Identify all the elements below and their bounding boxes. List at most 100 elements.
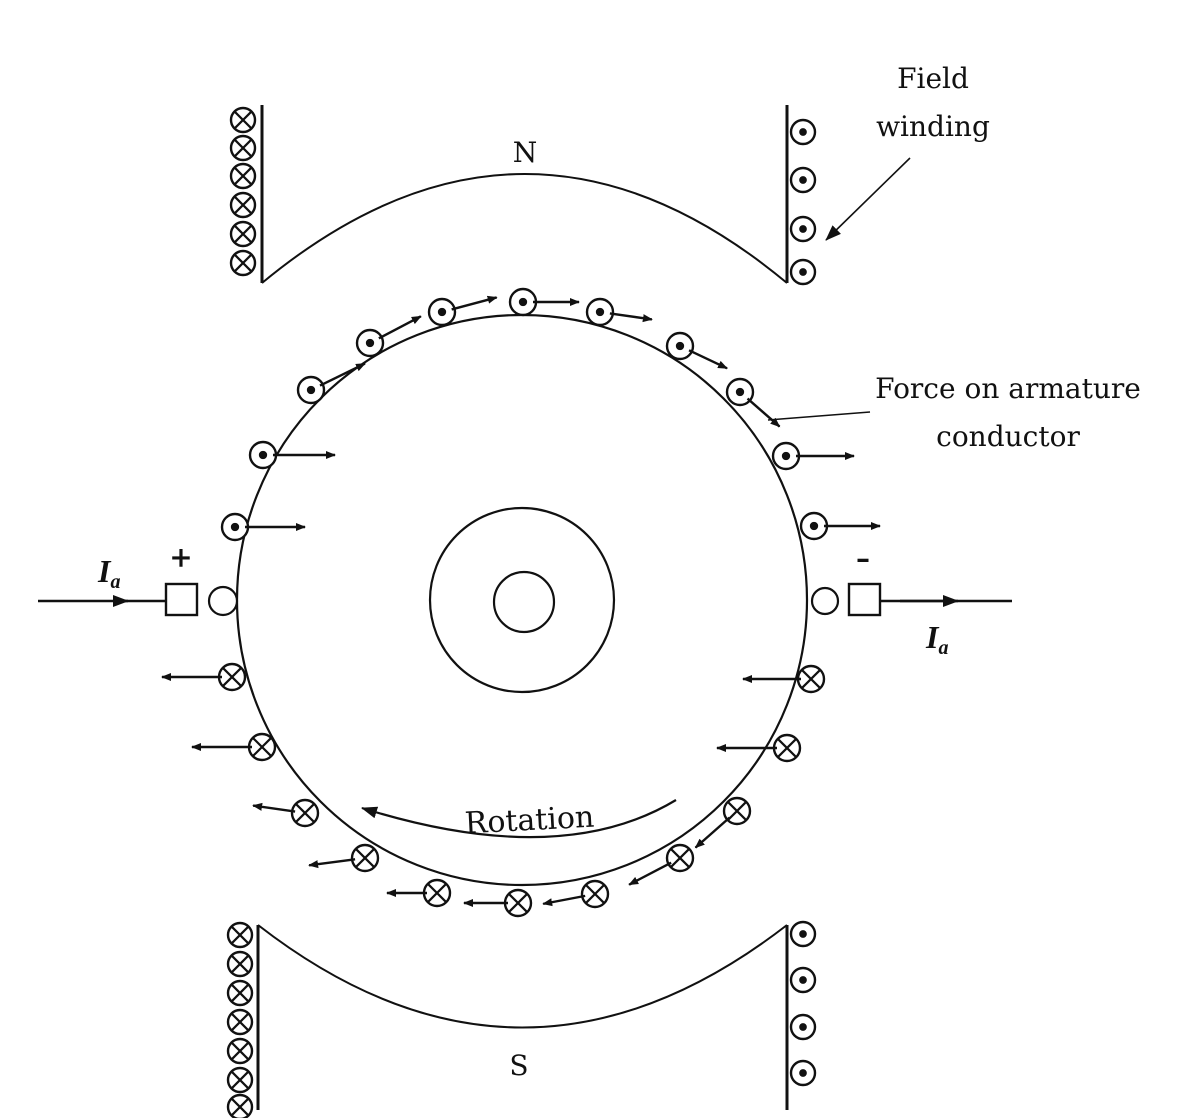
field-winding-dot-column [789, 920, 817, 1087]
force-arrow [451, 295, 498, 311]
positive-brush-sign: + [169, 541, 192, 574]
current-in-symbol [226, 1008, 254, 1036]
field-winding-label-line1: Field [897, 62, 969, 95]
current-in-symbol [503, 888, 533, 918]
force-arrow [688, 349, 728, 370]
current-in-symbol [796, 664, 826, 694]
current-out-symbol [296, 375, 326, 405]
armature-conductor [252, 798, 320, 828]
force-arrow [319, 362, 366, 387]
rotation-arrow [361, 799, 677, 839]
current-in-symbol [229, 191, 257, 219]
current-in-symbol [229, 162, 257, 190]
force-arrow [694, 816, 731, 849]
force-arrow [378, 315, 422, 340]
field-winding-dot-column [789, 118, 817, 286]
current-out-symbol [771, 441, 801, 471]
field-winding-cross-column [229, 106, 257, 277]
current-subscript: a [110, 571, 120, 593]
current-symbol: I [97, 553, 112, 589]
north-pole-piece [260, 105, 789, 284]
current-in-symbol [722, 796, 752, 826]
current-out-symbol [789, 166, 817, 194]
current-out-symbol [799, 511, 829, 541]
armature-conductor [191, 732, 277, 762]
field-winding-label-line2: winding [876, 110, 990, 143]
current-in-symbol [229, 249, 257, 277]
current-subscript: a [938, 637, 948, 659]
armature-conductors [161, 287, 881, 918]
armature-conductor [355, 315, 422, 358]
current-symbol: I [925, 619, 940, 655]
force-arrow [609, 312, 653, 323]
force-arrow [746, 397, 781, 428]
current-in-symbol [226, 979, 254, 1007]
current-in-symbol [226, 1093, 254, 1118]
force-arrow [542, 894, 586, 907]
current-in-symbol [229, 220, 257, 248]
current-out-symbol [665, 331, 695, 361]
armature-conductor [628, 843, 695, 886]
current-out-symbol [220, 512, 250, 542]
current-in-symbol [229, 106, 257, 134]
current-out-symbol [585, 297, 615, 327]
south-pole-label: S [509, 1049, 528, 1082]
positive-brush [164, 582, 239, 617]
current-out-symbol [725, 377, 755, 407]
armature-conductor [585, 297, 653, 327]
armature-conductor [427, 295, 498, 327]
force-label-line2: conductor [936, 420, 1080, 453]
armature-conductor [665, 331, 728, 370]
current-in-symbol [217, 662, 247, 692]
negative-brush-sign: – [856, 542, 870, 575]
current-out-symbol [427, 297, 457, 327]
current-out-symbol [789, 1059, 817, 1087]
armature-conductor [542, 879, 610, 909]
south-pole-piece [256, 924, 789, 1110]
current-out-symbol [789, 966, 817, 994]
current-in-symbol [226, 921, 254, 949]
force-arrow [628, 861, 672, 886]
armature-conductor [771, 441, 855, 471]
current-in-symbol [226, 1066, 254, 1094]
current-in-symbol [247, 732, 277, 762]
armature-conductor [463, 888, 533, 918]
current-out-symbol [789, 920, 817, 948]
current-out-symbol [789, 118, 817, 146]
current-in-symbol [229, 134, 257, 162]
armature-rotor [235, 313, 809, 887]
armature-conductor [220, 512, 306, 542]
current-in-symbol [422, 878, 452, 908]
shaft-outer-ring [428, 506, 616, 694]
armature-conductor [248, 440, 336, 470]
current-in-symbol [290, 798, 320, 828]
armature-conductor [716, 733, 802, 763]
armature-conductor [308, 843, 380, 873]
field-winding-pointer [825, 157, 911, 241]
current-in-symbol [350, 843, 380, 873]
current-out-label: Ia [925, 619, 948, 659]
current-in-symbol [772, 733, 802, 763]
armature-conductor [508, 287, 580, 317]
force-arrow [308, 858, 356, 869]
current-in-symbol [580, 879, 610, 909]
armature-conductor [799, 511, 881, 541]
armature-conductor [161, 662, 247, 692]
armature-conductor [694, 796, 752, 849]
current-out-symbol [789, 215, 817, 243]
north-pole-label: N [513, 136, 538, 169]
current-in-symbol [226, 1037, 254, 1065]
armature-conductor [296, 362, 366, 405]
current-in-symbol [665, 843, 695, 873]
current-in-label: Ia [97, 553, 120, 593]
field-winding-cross-column [226, 921, 254, 1118]
rotation-label: Rotation [464, 800, 595, 842]
current-in-symbol [226, 950, 254, 978]
shaft [492, 570, 556, 634]
force-arrow [252, 802, 296, 813]
current-out-symbol [789, 1013, 817, 1041]
armature-conductor [742, 664, 826, 694]
current-out-symbol [508, 287, 538, 317]
force-label-pointer [767, 411, 871, 421]
